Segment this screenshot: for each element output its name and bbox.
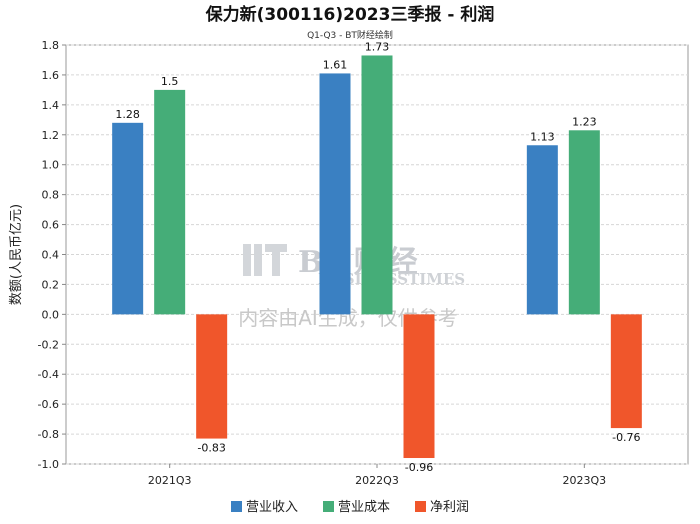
- data-label: 1.61: [323, 58, 348, 71]
- bar-2023Q3-营业收入: [526, 145, 558, 315]
- y-tick-label: -0.8: [38, 428, 59, 441]
- data-label: 1.23: [572, 115, 597, 128]
- bar-2022Q3-营业成本: [361, 55, 393, 315]
- legend-label: 营业收入: [246, 500, 298, 515]
- data-label: -0.96: [405, 461, 433, 474]
- y-tick-label: 0.6: [42, 219, 60, 232]
- legend-swatch: [415, 501, 426, 512]
- y-tick-label: 0.4: [42, 249, 60, 262]
- data-label: 1.5: [161, 75, 179, 88]
- bt-logo-icon: [243, 244, 287, 276]
- bar-2021Q3-营业成本: [154, 89, 186, 315]
- chart-title: 保力新(300116)2023三季报 - 利润: [205, 4, 495, 25]
- bar-2022Q3-净利润: [403, 314, 435, 459]
- x-category-label: 2022Q3: [355, 474, 399, 487]
- y-tick-label: 0.8: [42, 189, 60, 202]
- bar-2021Q3-营业收入: [112, 122, 144, 315]
- y-tick-label: 1.8: [42, 39, 60, 52]
- legend: 营业收入 营业成本 净利润: [231, 500, 469, 515]
- x-category-label: 2021Q3: [148, 474, 192, 487]
- legend-label: 营业成本: [338, 500, 390, 515]
- data-labels: 1.28 1.5 -0.83 1.61 1.73 -0.96 1.13 1.23 -0.76: [115, 40, 640, 474]
- bar-2021Q3-净利润: [196, 314, 228, 439]
- y-tick-label: 1.0: [42, 159, 60, 172]
- bar-2023Q3-营业成本: [568, 130, 600, 315]
- bar-series: [112, 55, 642, 459]
- y-tick-label: -0.4: [38, 368, 59, 381]
- chart-subtitle: Q1-Q3 - BT财经绘制: [307, 29, 393, 41]
- y-tick-label: 0.0: [42, 308, 60, 321]
- data-label: 1.13: [530, 130, 555, 143]
- watermark-brand: BT财经: [298, 245, 422, 280]
- data-label: 1.73: [365, 40, 390, 53]
- x-category-label: 2023Q3: [563, 474, 607, 487]
- legend-swatch: [231, 501, 242, 512]
- bar-2022Q3-营业收入: [319, 73, 351, 315]
- y-tick-label: -1.0: [38, 458, 59, 471]
- data-label: 1.28: [115, 108, 140, 121]
- x-axis-categories: 2021Q3 2022Q3 2023Q3: [148, 464, 606, 487]
- y-tick-label: 1.4: [42, 99, 60, 112]
- y-axis-label: 数额(人民币亿元): [9, 204, 24, 305]
- y-tick-label: -0.2: [38, 338, 59, 351]
- bar-2023Q3-净利润: [610, 314, 642, 429]
- y-tick-label: 0.2: [42, 278, 60, 291]
- y-tick-label: 1.2: [42, 129, 60, 142]
- y-axis-ticks: 1.8 1.6 1.4 1.2 1.0 0.8 0.6 0.4 0.2 0.0 -0.2 -0.4 -0…: [38, 39, 66, 471]
- data-label: -0.83: [197, 442, 225, 455]
- y-tick-label: -0.6: [38, 398, 59, 411]
- legend-label: 净利润: [430, 500, 469, 515]
- legend-swatch: [323, 501, 334, 512]
- data-label: -0.76: [612, 431, 640, 444]
- y-tick-label: 1.6: [42, 69, 60, 82]
